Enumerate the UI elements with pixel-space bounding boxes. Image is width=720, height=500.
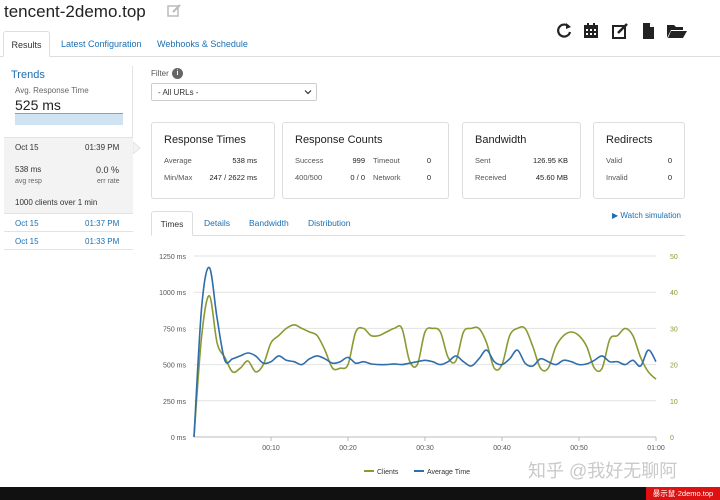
- legend-label-average-time: Average Time: [427, 469, 470, 476]
- y-left-tick-label: 0 ms: [171, 435, 187, 442]
- average-label: Average: [164, 156, 192, 165]
- file-icon[interactable]: [637, 20, 659, 42]
- selected-run-err-label: err rate: [97, 178, 120, 185]
- response-counts-card: Response Counts Success 999 Timeout 0 40…: [282, 122, 449, 199]
- tabs-divider: [0, 56, 720, 57]
- response-time-chart: 0 ms 250 ms 500 ms 750 ms 1000 ms 1250 ms 0 10 2…: [159, 254, 678, 476]
- y-left-tick-label: 500 ms: [163, 363, 186, 370]
- run-time: 01:37 PM: [85, 219, 120, 228]
- redirects-title: Redirects: [606, 134, 653, 146]
- sent-label: Sent: [475, 156, 491, 165]
- tab-distribution[interactable]: Distribution: [308, 218, 351, 228]
- x-tick-label: 01:00: [647, 445, 665, 452]
- bandwidth-card: Bandwidth Sent 126.95 KB Received 45.60 …: [462, 122, 581, 199]
- response-times-card: Response Times Average 538 ms Min/Max 24…: [151, 122, 275, 199]
- status-400-500-label: 400/500: [295, 173, 323, 182]
- legend-label-clients: Clients: [377, 469, 399, 476]
- y-right-tick-label: 0: [670, 435, 674, 442]
- tab-details[interactable]: Details: [204, 218, 230, 228]
- success-value: 999: [352, 156, 365, 165]
- tab-times[interactable]: Times: [151, 211, 193, 236]
- url-filter-value: - All URLs -: [158, 88, 199, 97]
- info-icon[interactable]: i: [172, 68, 183, 79]
- x-tick-label: 00:40: [493, 445, 511, 452]
- y-right-tick-label: 10: [670, 399, 678, 406]
- y-right-tick-label: 20: [670, 363, 678, 370]
- run-date: Oct 15: [15, 219, 39, 228]
- trend-sparkline: [15, 113, 123, 125]
- edit-title-icon[interactable]: [166, 3, 182, 19]
- run-date: Oct 15: [15, 237, 39, 246]
- status-400-500-value: 0 / 0: [350, 173, 365, 182]
- filter-label: Filter: [151, 69, 169, 78]
- footer-bar: [0, 487, 720, 500]
- response-counts-title: Response Counts: [295, 134, 383, 146]
- average-value: 538 ms: [232, 156, 257, 165]
- x-tick-label: 00:20: [339, 445, 357, 452]
- trends-title[interactable]: Trends: [11, 69, 45, 81]
- y-right-tick-label: 30: [670, 326, 678, 333]
- selected-run-clients: 1000 clients over 1 min: [15, 198, 98, 207]
- y-left-tick-label: 1250 ms: [159, 254, 186, 261]
- tab-latest-configuration[interactable]: Latest Configuration: [61, 39, 142, 49]
- selected-run-resp: 538 ms: [15, 165, 42, 174]
- x-tick-label: 00:10: [262, 445, 280, 452]
- page-title: tencent-2demo.top: [4, 2, 146, 21]
- play-icon: ▶: [612, 211, 619, 220]
- y-left-tick-label: 250 ms: [163, 399, 186, 406]
- minmax-label: Min/Max: [164, 173, 193, 182]
- run-time: 01:33 PM: [85, 237, 120, 246]
- folder-open-icon[interactable]: [665, 20, 689, 42]
- tab-results[interactable]: Results: [3, 31, 50, 57]
- refresh-icon[interactable]: [553, 20, 575, 42]
- series-line-clients: [193, 294, 657, 438]
- avg-response-label: Avg. Response Time: [15, 86, 89, 95]
- run-item[interactable]: Oct 15 01:33 PM: [4, 232, 133, 250]
- network-value: 0: [426, 173, 431, 182]
- valid-label: Valid: [606, 156, 623, 165]
- selected-run-err: 0.0 %: [96, 165, 120, 175]
- url-filter-select[interactable]: - All URLs -: [151, 83, 317, 101]
- x-tick-label: 00:30: [416, 445, 434, 452]
- y-left-tick-label: 1000 ms: [159, 290, 186, 297]
- sent-value: 126.95 KB: [532, 156, 568, 165]
- network-label: Network: [373, 173, 401, 182]
- selected-run-pointer: [132, 140, 141, 156]
- watch-simulation-link[interactable]: ▶ Watch simulation: [612, 211, 681, 220]
- chevron-down-icon: [304, 88, 312, 96]
- run-item[interactable]: Oct 15 01:37 PM: [4, 214, 133, 232]
- selected-run-resp-label: avg resp: [15, 178, 42, 185]
- avg-response-value: 525 ms: [15, 97, 61, 113]
- y-right-tick-label: 40: [670, 290, 678, 297]
- invalid-value: 0: [667, 173, 672, 182]
- redirects-card: Redirects Valid 0 Invalid 0: [593, 122, 685, 199]
- success-label: Success: [295, 156, 324, 165]
- invalid-label: Invalid: [606, 173, 628, 182]
- chart-tabs-divider: [151, 235, 685, 236]
- watermark-badge: 暴示鼠·2demo.top: [646, 487, 720, 500]
- tab-webhooks-schedule[interactable]: Webhooks & Schedule: [157, 39, 248, 49]
- y-right-tick-label: 50: [670, 254, 678, 261]
- response-times-title: Response Times: [164, 134, 246, 146]
- selected-run[interactable]: Oct 15 01:39 PM 538 ms avg resp 0.0 % er…: [4, 137, 133, 214]
- timeout-label: Timeout: [373, 156, 400, 165]
- watermark-text: 知乎 @我好无聊阿: [528, 461, 678, 481]
- edit-icon[interactable]: [609, 20, 631, 42]
- valid-value: 0: [667, 156, 672, 165]
- calendar-icon[interactable]: [580, 20, 602, 42]
- selected-run-time: 01:39 PM: [85, 143, 120, 152]
- minmax-value: 247 / 2622 ms: [209, 173, 257, 182]
- received-value: 45.60 MB: [535, 173, 568, 182]
- watch-simulation-label: Watch simulation: [620, 211, 682, 220]
- selected-run-date: Oct 15: [15, 143, 39, 152]
- y-left-tick-label: 750 ms: [163, 326, 186, 333]
- timeout-value: 0: [426, 156, 431, 165]
- tab-bandwidth[interactable]: Bandwidth: [249, 218, 289, 228]
- received-label: Received: [475, 173, 507, 182]
- series-line-average-time: [193, 266, 657, 438]
- bandwidth-title: Bandwidth: [475, 134, 527, 146]
- trends-panel: [4, 66, 133, 139]
- x-tick-label: 00:50: [570, 445, 588, 452]
